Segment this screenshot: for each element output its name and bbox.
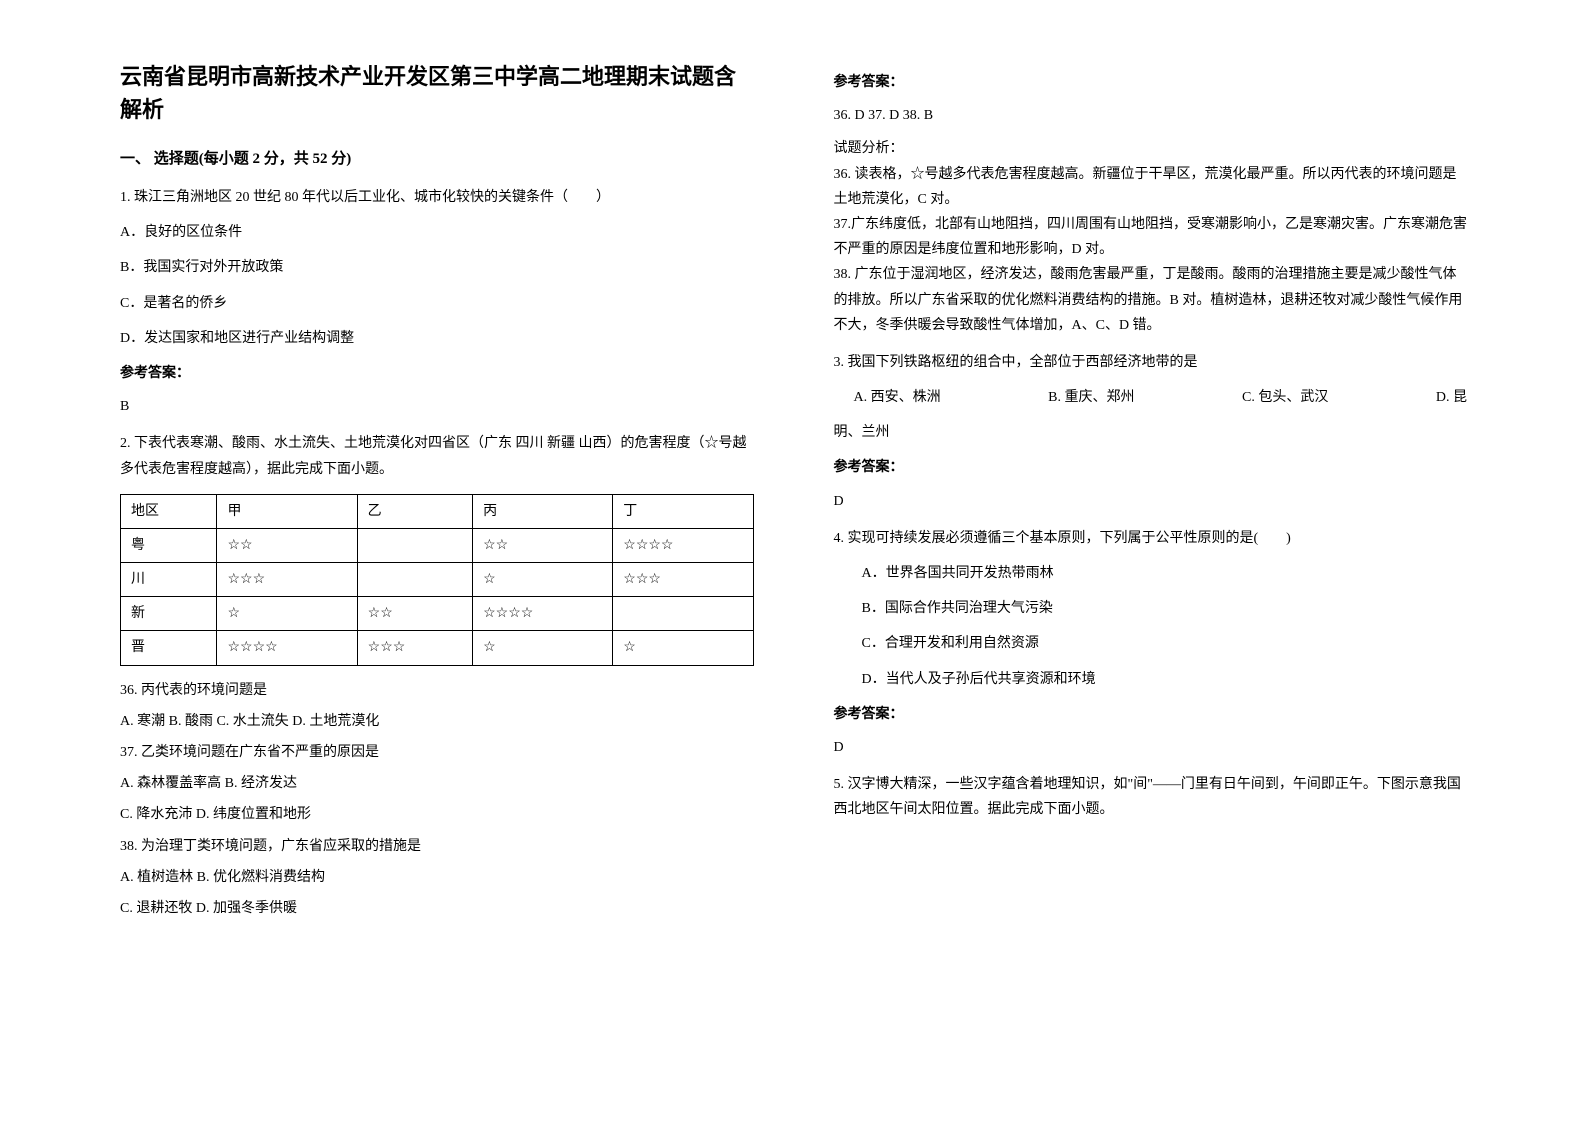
cell — [357, 563, 472, 597]
question-4: 4. 实现可持续发展必须遵循三个基本原则，下列属于公平性原则的是( ) A．世界… — [834, 526, 1468, 760]
q1-option-a: A．良好的区位条件 — [120, 220, 754, 245]
cell: 新 — [121, 597, 217, 631]
cell: ☆ — [217, 597, 357, 631]
cell: ☆☆☆☆ — [473, 597, 613, 631]
cell: ☆☆☆☆ — [217, 631, 357, 665]
q4-option-d: D．当代人及子孙后代共享资源和环境 — [834, 667, 1468, 692]
cell: 粤 — [121, 528, 217, 562]
th-yi: 乙 — [357, 494, 472, 528]
table-row: 粤 ☆☆ ☆☆ ☆☆☆☆ — [121, 528, 754, 562]
q3-option-c: C. 包头、武汉 — [1242, 385, 1328, 410]
q2-analysis-38: 38. 广东位于湿润地区，经济发达，酸雨危害最严重，丁是酸雨。酸雨的治理措施主要… — [834, 262, 1468, 338]
cell — [357, 528, 472, 562]
table-row: 新 ☆ ☆☆ ☆☆☆☆ — [121, 597, 754, 631]
table-header-row: 地区 甲 乙 丙 丁 — [121, 494, 754, 528]
q1-answer: B — [120, 394, 754, 419]
q2-sub36-stem: 36. 丙代表的环境问题是 — [120, 678, 754, 703]
question-1: 1. 珠江三角洲地区 20 世纪 80 年代以后工业化、城市化较快的关键条件（ … — [120, 185, 754, 419]
q3-option-d: D. 昆 — [1436, 385, 1467, 410]
cell: ☆☆ — [357, 597, 472, 631]
cell: ☆☆☆ — [613, 563, 753, 597]
cell: ☆☆☆☆ — [613, 528, 753, 562]
q2-sub38-options-a: A. 植树造林 B. 优化燃料消费结构 — [120, 865, 754, 890]
th-jia: 甲 — [217, 494, 357, 528]
cell: ☆☆☆ — [357, 631, 472, 665]
q3-option-b: B. 重庆、郑州 — [1048, 385, 1134, 410]
q2-stem: 2. 下表代表寒潮、酸雨、水土流失、土地荒漠化对四省区（广东 四川 新疆 山西）… — [120, 431, 754, 481]
question-2: 2. 下表代表寒潮、酸雨、水土流失、土地荒漠化对四省区（广东 四川 新疆 山西）… — [120, 431, 754, 921]
cell: ☆ — [613, 631, 753, 665]
q2-table: 地区 甲 乙 丙 丁 粤 ☆☆ ☆☆ ☆☆☆☆ 川 ☆☆☆ ☆ ☆☆☆ — [120, 494, 754, 666]
q4-option-c: C．合理开发和利用自然资源 — [834, 631, 1468, 656]
q2-sub36-options: A. 寒潮 B. 酸雨 C. 水土流失 D. 土地荒漠化 — [120, 709, 754, 734]
q1-option-d: D．发达国家和地区进行产业结构调整 — [120, 326, 754, 351]
q3-stem: 3. 我国下列铁路枢纽的组合中，全部位于西部经济地带的是 — [834, 350, 1468, 375]
q4-option-b: B．国际合作共同治理大气污染 — [834, 596, 1468, 621]
q1-answer-label: 参考答案： — [120, 361, 754, 386]
q2-sub38-options-b: C. 退耕还牧 D. 加强冬季供暖 — [120, 896, 754, 921]
cell: ☆ — [473, 631, 613, 665]
q4-answer: D — [834, 735, 1468, 760]
th-ding: 丁 — [613, 494, 753, 528]
q2-sub37-options-a: A. 森林覆盖率高 B. 经济发达 — [120, 771, 754, 796]
question-3: 3. 我国下列铁路枢纽的组合中，全部位于西部经济地带的是 A. 西安、株洲 B.… — [834, 350, 1468, 514]
cell: ☆ — [473, 563, 613, 597]
table-row: 晋 ☆☆☆☆ ☆☆☆ ☆ ☆ — [121, 631, 754, 665]
th-region: 地区 — [121, 494, 217, 528]
q3-option-d-continuation: 明、兰州 — [834, 420, 1468, 445]
q2-sub38-stem: 38. 为治理丁类环境问题，广东省应采取的措施是 — [120, 834, 754, 859]
cell — [613, 597, 753, 631]
cell: 川 — [121, 563, 217, 597]
section-1-heading: 一、 选择题(每小题 2 分，共 52 分) — [120, 146, 754, 173]
q3-options: A. 西安、株洲 B. 重庆、郑州 C. 包头、武汉 D. 昆 — [834, 385, 1468, 410]
left-column: 云南省昆明市高新技术产业开发区第三中学高二地理期末试题含解析 一、 选择题(每小… — [100, 60, 794, 1062]
cell: ☆☆☆ — [217, 563, 357, 597]
q2-sub37-stem: 37. 乙类环境问题在广东省不严重的原因是 — [120, 740, 754, 765]
q1-stem: 1. 珠江三角洲地区 20 世纪 80 年代以后工业化、城市化较快的关键条件（ … — [120, 185, 754, 210]
q2-answer-line: 36. D 37. D 38. B — [834, 103, 1468, 128]
page-title: 云南省昆明市高新技术产业开发区第三中学高二地理期末试题含解析 — [120, 60, 754, 126]
q5-stem: 5. 汉字博大精深，一些汉字蕴含着地理知识，如"间"——门里有日午间到，午间即正… — [834, 772, 1468, 822]
table-row: 川 ☆☆☆ ☆ ☆☆☆ — [121, 563, 754, 597]
q4-option-a: A．世界各国共同开发热带雨林 — [834, 561, 1468, 586]
q2-sub37-options-b: C. 降水充沛 D. 纬度位置和地形 — [120, 802, 754, 827]
q2-analysis-36: 36. 读表格，☆号越多代表危害程度越高。新疆位于干旱区，荒漠化最严重。所以丙代… — [834, 162, 1468, 212]
q4-stem: 4. 实现可持续发展必须遵循三个基本原则，下列属于公平性原则的是( ) — [834, 526, 1468, 551]
question-5: 5. 汉字博大精深，一些汉字蕴含着地理知识，如"间"——门里有日午间到，午间即正… — [834, 772, 1468, 822]
q3-option-a: A. 西安、株洲 — [854, 385, 941, 410]
q2-answer-label: 参考答案： — [834, 70, 1468, 95]
right-column: 参考答案： 36. D 37. D 38. B 试题分析： 36. 读表格，☆号… — [794, 60, 1488, 1062]
th-bing: 丙 — [473, 494, 613, 528]
cell: ☆☆ — [217, 528, 357, 562]
q3-answer: D — [834, 489, 1468, 514]
q2-analysis-label: 试题分析： — [834, 136, 1468, 161]
q2-analysis-37: 37.广东纬度低，北部有山地阻挡，四川周围有山地阻挡，受寒潮影响小，乙是寒潮灾害… — [834, 212, 1468, 262]
q3-answer-label: 参考答案： — [834, 455, 1468, 480]
q1-option-b: B．我国实行对外开放政策 — [120, 255, 754, 280]
q4-answer-label: 参考答案： — [834, 702, 1468, 727]
cell: ☆☆ — [473, 528, 613, 562]
q1-option-c: C．是著名的侨乡 — [120, 291, 754, 316]
cell: 晋 — [121, 631, 217, 665]
